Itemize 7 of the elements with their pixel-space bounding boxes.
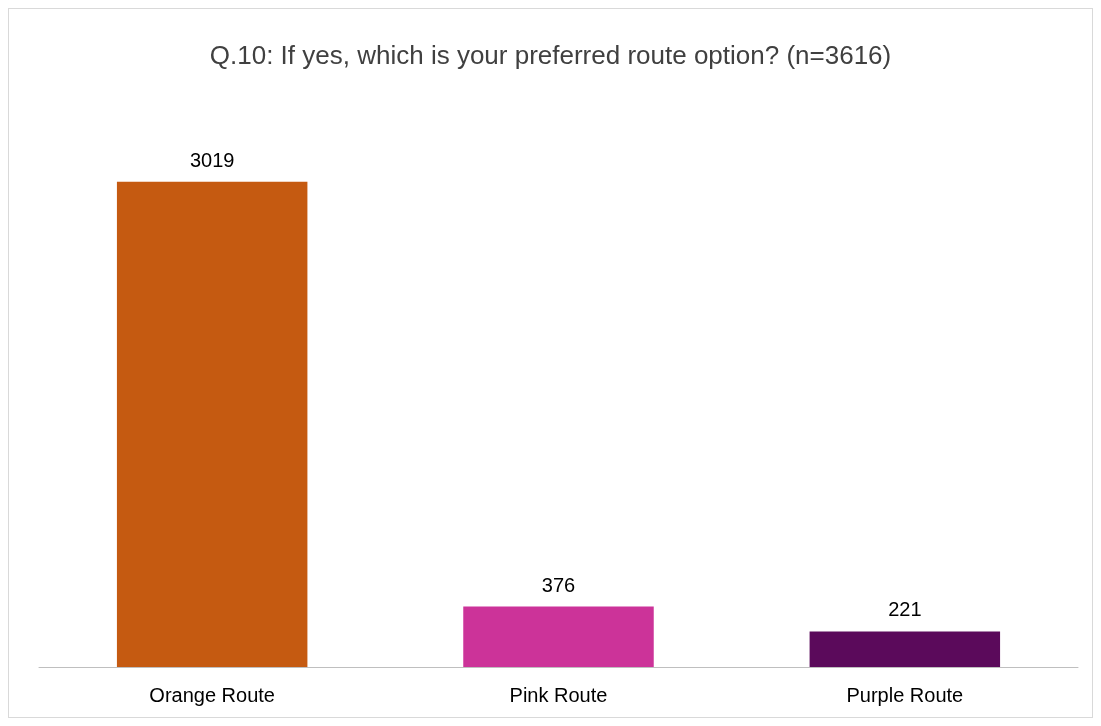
x-tick-label: Purple Route xyxy=(846,684,964,706)
data-label: 221 xyxy=(888,598,922,621)
x-tick-label: Orange Route xyxy=(149,684,275,706)
data-label: 3019 xyxy=(189,148,235,171)
data-label: 376 xyxy=(541,573,576,596)
x-tick-label: Pink Route xyxy=(509,684,608,706)
chart-title: Q.10: If yes, which is your preferred route option? (n=3616) xyxy=(209,40,892,70)
